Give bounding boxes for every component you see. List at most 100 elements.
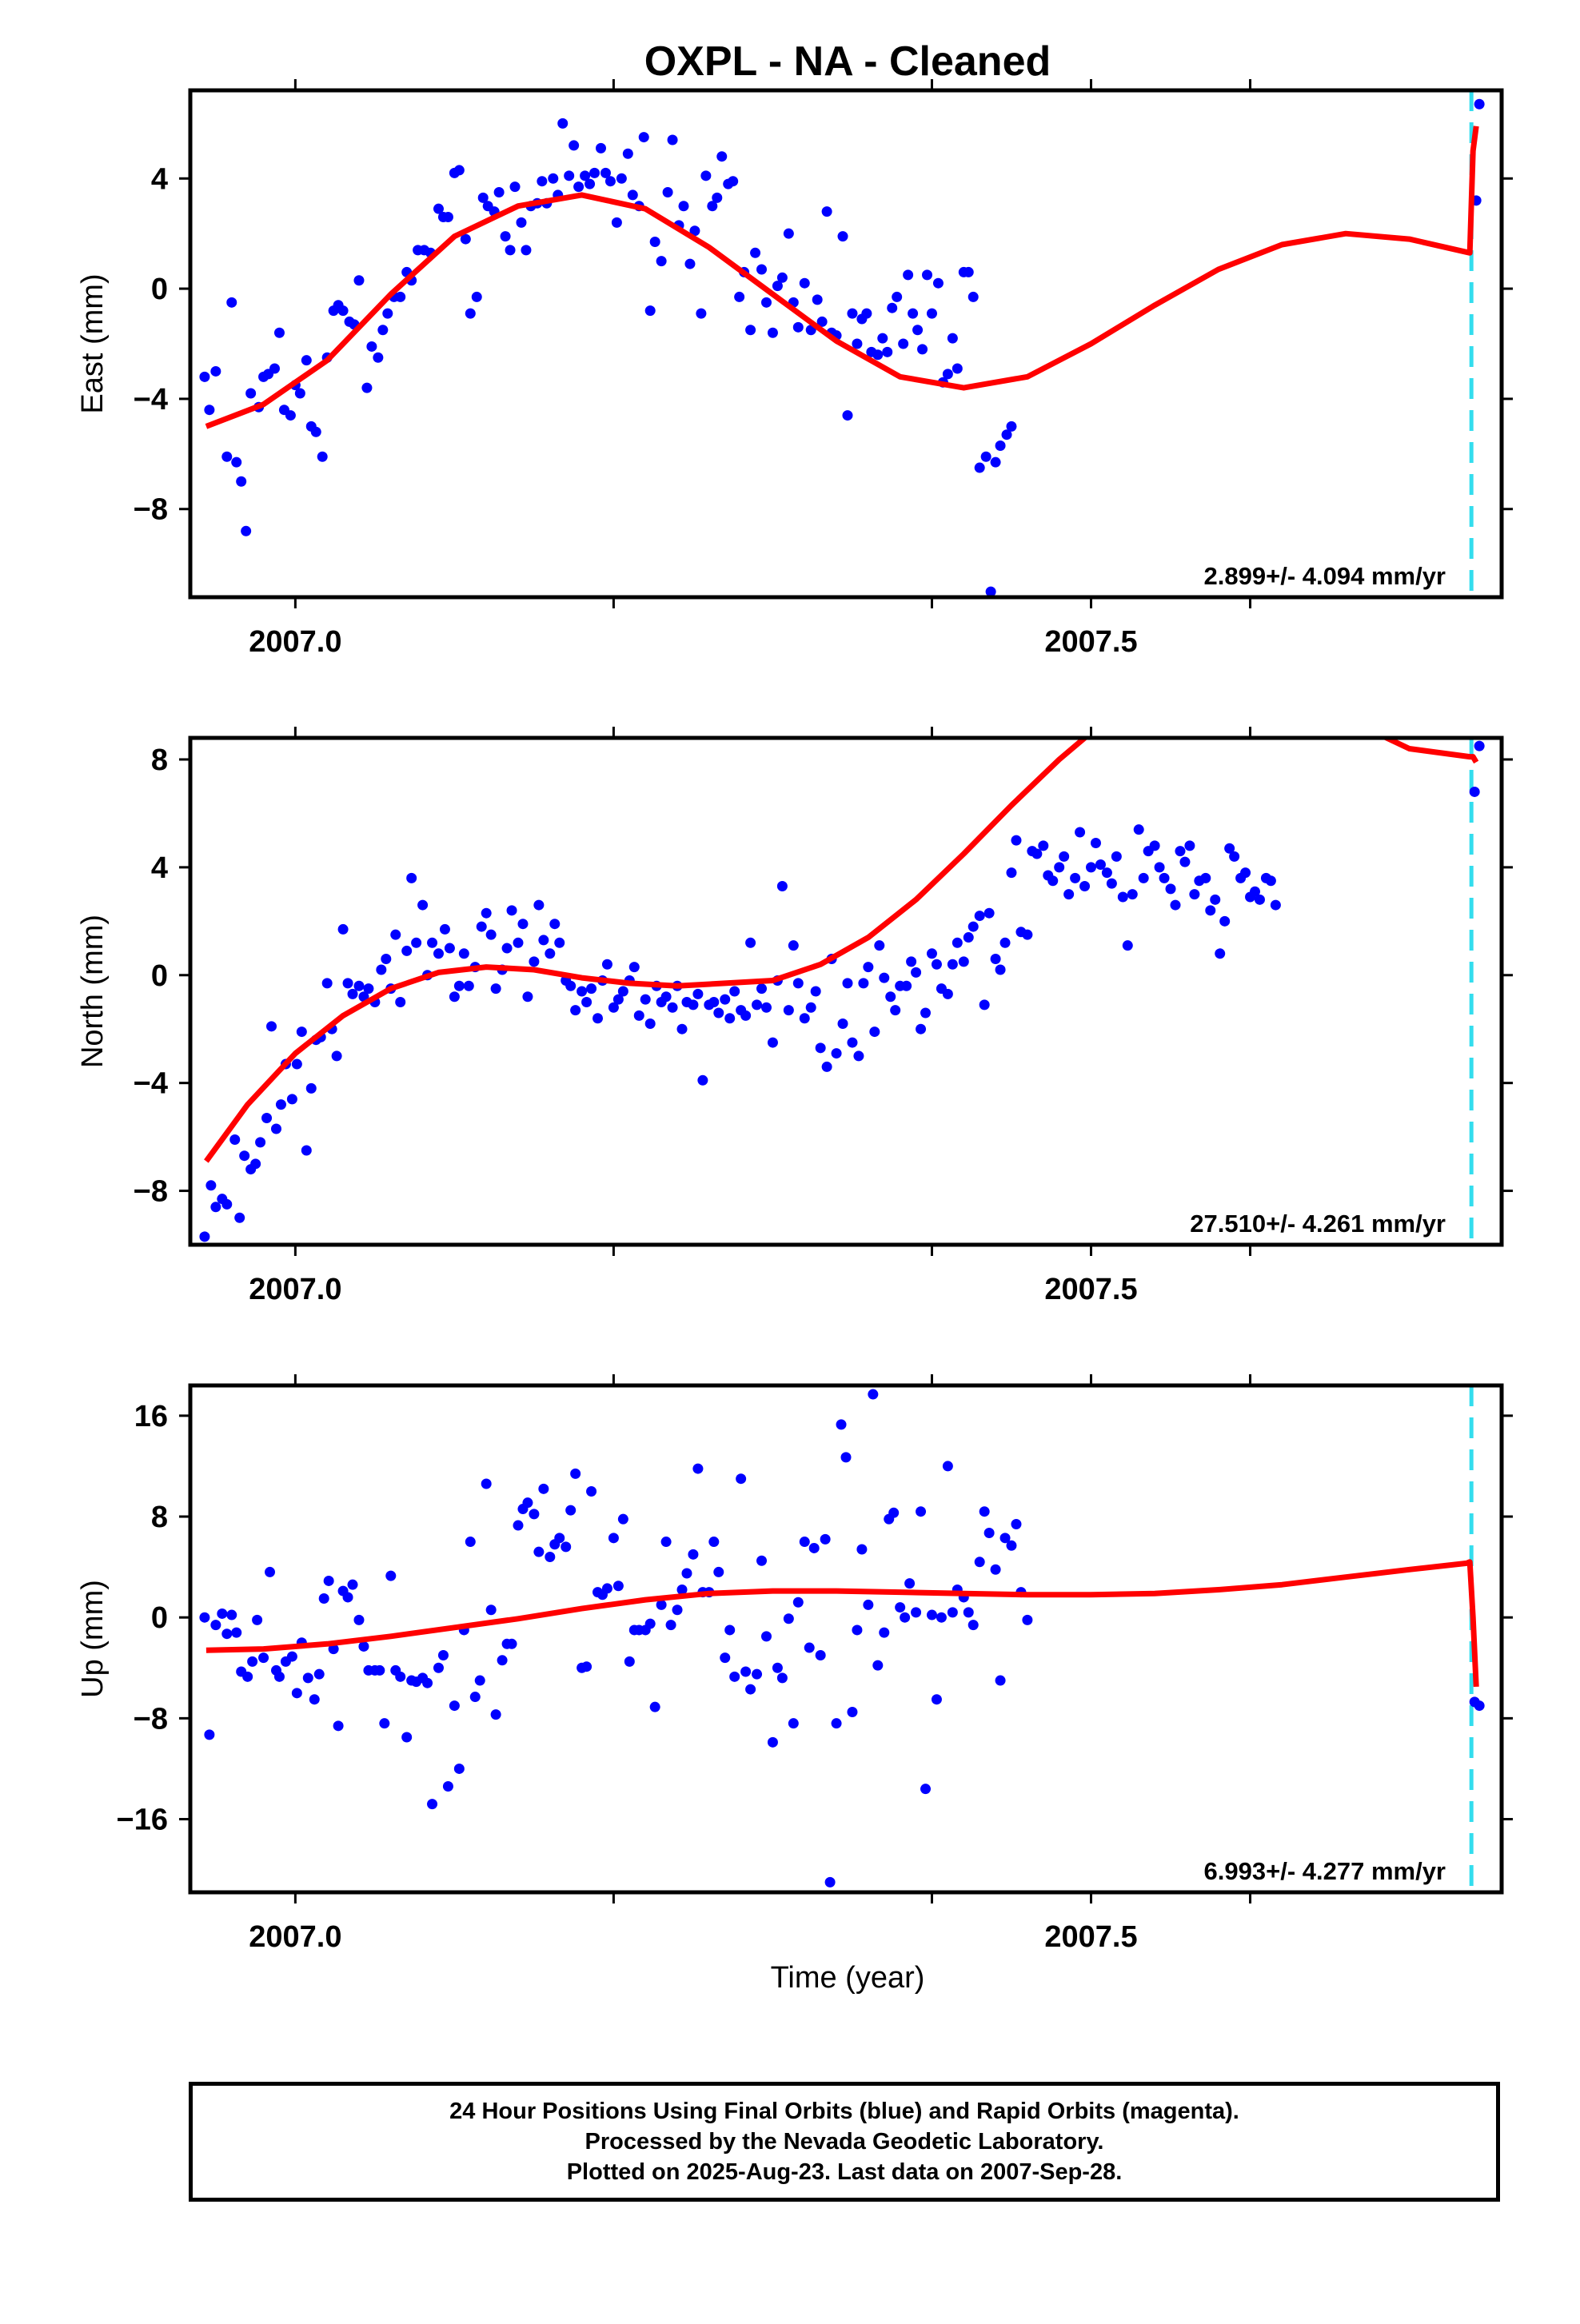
north-data-point [842, 978, 853, 989]
east-data-point [662, 186, 673, 197]
north-data-point [612, 994, 624, 1005]
north-data-point [554, 937, 565, 948]
north-data-point [1270, 899, 1281, 911]
north-data-point [990, 954, 1001, 965]
north-data-point [353, 980, 365, 991]
east-data-point [477, 192, 489, 203]
north-y-axis-label: North (mm) [76, 915, 110, 1068]
east-data-point [908, 308, 919, 319]
north-data-point [513, 937, 524, 948]
east-data-point [772, 281, 783, 292]
north-data-point [286, 1094, 297, 1105]
north-points [199, 740, 1485, 1242]
up-data-point [342, 1592, 353, 1603]
east-data-point [301, 355, 312, 366]
up-data-point [772, 1662, 783, 1673]
north-data-point [1219, 915, 1231, 927]
north-data-point [1054, 862, 1065, 873]
up-data-point [729, 1671, 740, 1682]
north-data-point [906, 956, 917, 967]
east-data-point [696, 308, 707, 319]
north-data-point [545, 948, 556, 959]
north-data-point [952, 937, 963, 948]
up-data-point [1011, 1518, 1022, 1529]
east-data-point [377, 325, 389, 336]
up-data-point [601, 1583, 612, 1594]
north-data-point [1254, 894, 1265, 905]
up-data-point [999, 1533, 1011, 1544]
north-data-point [942, 988, 953, 999]
north-data-point [592, 1013, 604, 1024]
east-data-point [557, 118, 569, 129]
up-data-point [554, 1533, 565, 1544]
up-data-point [672, 1604, 683, 1616]
up-data-point [545, 1551, 556, 1562]
east-data-point [210, 365, 221, 377]
north-data-point [916, 1023, 927, 1034]
up-ytick-label: 0 [151, 1601, 168, 1635]
up-data-point [824, 1876, 836, 1888]
east-rate-label: 2.899+/- 4.094 mm/yr [1204, 562, 1446, 590]
east-data-point [922, 269, 933, 281]
up-data-point [783, 1613, 794, 1624]
east-data-point [471, 291, 482, 302]
east-data-point [236, 476, 247, 487]
north-data-point [968, 921, 979, 932]
east-data-point [638, 132, 649, 143]
up-data-point [649, 1701, 660, 1712]
north-data-point [926, 948, 937, 959]
north-data-point [815, 1042, 826, 1054]
north-data-point [697, 1074, 708, 1086]
up-data-point [474, 1675, 485, 1686]
north-data-point [958, 956, 969, 967]
east-data-point [783, 228, 794, 239]
east-data-point [573, 181, 585, 193]
north-data-point [1133, 824, 1144, 835]
north-data-point [920, 1007, 932, 1018]
up-data-point [258, 1652, 269, 1664]
north-data-point [863, 962, 874, 973]
north-data-point [1063, 889, 1075, 900]
north-data-point [1240, 867, 1251, 879]
east-data-point [974, 462, 985, 473]
up-data-point [513, 1520, 524, 1531]
east-data-point [317, 451, 328, 462]
east-data-point [465, 308, 476, 319]
north-data-point [331, 1050, 342, 1062]
up-data-point [756, 1555, 768, 1566]
north-data-point [221, 1198, 233, 1210]
east-data-point [382, 308, 393, 319]
up-data-point [427, 1799, 438, 1810]
up-data-point [740, 1666, 752, 1677]
north-data-point [549, 919, 561, 930]
east-data-point [537, 176, 548, 187]
east-data-point [942, 369, 953, 380]
east-points [199, 98, 1485, 597]
north-data-point [266, 1021, 277, 1032]
north-data-point [1200, 872, 1211, 883]
up-data-point [963, 1607, 974, 1618]
up-data-point [333, 1720, 344, 1732]
east-data-point [453, 165, 465, 176]
east-data-point [776, 272, 788, 283]
north-data-point [963, 932, 974, 943]
east-data-point [882, 346, 893, 357]
up-data-point [242, 1671, 253, 1682]
up-data-point [374, 1664, 385, 1676]
up-xtick-label: 2007.0 [249, 1920, 341, 1954]
up-data-point [252, 1614, 263, 1625]
east-data-point [231, 456, 242, 468]
caption-box: 24 Hour Positions Using Final Orbits (bl… [189, 2082, 1500, 2202]
north-data-point [729, 986, 740, 997]
north-data-point [792, 978, 804, 989]
east-data-point [353, 275, 365, 286]
east-data-point [627, 189, 638, 201]
up-ytick-label: 16 [134, 1400, 168, 1433]
north-data-point [538, 935, 549, 946]
north-data-point [291, 1058, 302, 1070]
caption-line-orbits: 24 Hour Positions Using Final Orbits (bl… [449, 2099, 1239, 2124]
north-data-point [1106, 878, 1117, 889]
east-data-point [604, 176, 616, 187]
